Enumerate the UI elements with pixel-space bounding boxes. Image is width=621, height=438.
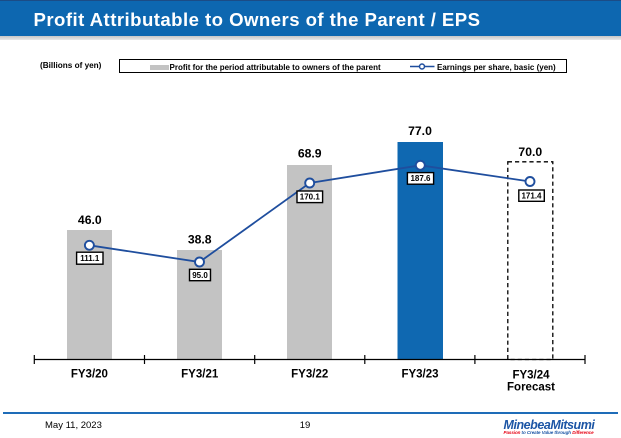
svg-text:170.1: 170.1 — [300, 193, 321, 202]
svg-text:187.6: 187.6 — [410, 174, 431, 183]
svg-text:FY3/22: FY3/22 — [291, 369, 328, 381]
svg-text:46.0: 46.0 — [78, 213, 102, 227]
svg-text:111.1: 111.1 — [80, 254, 100, 263]
svg-text:77.0: 77.0 — [408, 124, 432, 138]
svg-text:FY3/20: FY3/20 — [71, 369, 108, 381]
svg-text:95.0: 95.0 — [192, 271, 208, 280]
svg-text:Forecast: Forecast — [507, 382, 555, 394]
svg-text:FY3/21: FY3/21 — [181, 369, 219, 381]
svg-text:FY3/23: FY3/23 — [401, 369, 438, 381]
svg-text:FY3/24: FY3/24 — [512, 369, 550, 381]
svg-text:171.4: 171.4 — [521, 192, 542, 201]
svg-text:68.9: 68.9 — [298, 147, 322, 161]
svg-text:70.0: 70.0 — [518, 145, 542, 159]
svg-text:38.8: 38.8 — [188, 233, 212, 247]
